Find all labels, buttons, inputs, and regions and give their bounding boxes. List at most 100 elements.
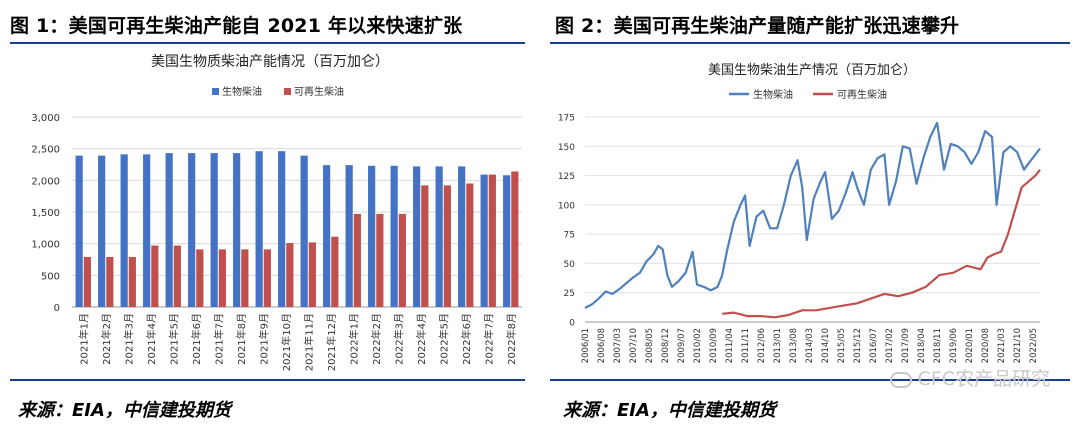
y-tick-label: 2,500 xyxy=(31,145,60,156)
x-tick-label: 2007/10 xyxy=(629,328,639,363)
x-tick-label: 2007/03 xyxy=(613,328,623,363)
y-tick-label: 0 xyxy=(569,319,575,329)
x-tick-label: 2021年4月 xyxy=(145,313,158,365)
x-tick-label: 2013/08 xyxy=(789,328,799,363)
figure-1-bottom-rule xyxy=(10,379,525,381)
bar-renewable xyxy=(466,183,474,307)
y-tick-label: 500 xyxy=(41,271,60,282)
bar-chart: 美国生物质柴油产能情况（百万加仑） 生物柴油 可再生柴油 0 500 1,000 1,500… xyxy=(31,54,522,371)
x-tick-label: 2022年7月 xyxy=(482,313,495,365)
bar-renewable xyxy=(128,256,136,307)
y-tick-label: 0 xyxy=(54,303,60,314)
legend-label-1: 可再生柴油 xyxy=(294,85,344,98)
figure-1-source: 来源：EIA，中信建投期货 xyxy=(18,400,231,421)
bar-renewable xyxy=(353,213,361,307)
bar-biodiesel xyxy=(233,153,241,307)
bar-biodiesel xyxy=(255,151,263,307)
x-tick-label: 2006/01 xyxy=(581,328,591,363)
bar-renewable xyxy=(376,213,384,307)
bar-biodiesel xyxy=(278,151,286,307)
x-tick-label: 2021年7月 xyxy=(212,313,225,365)
legend-label-0: 生物柴油 xyxy=(222,85,262,98)
x-tick-label: 2020/01 xyxy=(965,328,975,363)
x-tick-label: 2022年4月 xyxy=(415,313,428,365)
x-tick-label: 2009/07 xyxy=(677,328,687,363)
x-tick-label: 2021年11月 xyxy=(302,313,315,371)
bar-biodiesel xyxy=(368,165,376,307)
bar-biodiesel xyxy=(300,155,308,307)
bar-biodiesel xyxy=(165,153,173,307)
bar-renewable xyxy=(331,236,339,307)
figure-2-top-rule xyxy=(550,42,1070,44)
x-tick-label: 2021/10 xyxy=(1013,328,1023,363)
legend-label-0: 生物柴油 xyxy=(753,88,793,101)
x-tick-label: 2008/05 xyxy=(645,328,655,363)
bar-biodiesel xyxy=(503,175,511,307)
x-tick-label: 2021/03 xyxy=(997,328,1007,363)
x-tick-label: 2013/01 xyxy=(773,328,783,363)
x-tick-label: 2021年5月 xyxy=(167,313,180,365)
x-tick-label: 2011/11 xyxy=(741,328,751,363)
y-tick-label: 100 xyxy=(558,201,575,211)
x-tick-label: 2014/10 xyxy=(821,328,831,363)
y-tick-label: 1,000 xyxy=(31,240,60,251)
figure-2-title: 图 2：美国可再生柴油产量随产能扩张迅速攀升 xyxy=(555,15,960,37)
figure-2-source: 来源：EIA，中信建投期货 xyxy=(563,400,776,421)
bar-renewable xyxy=(173,245,181,307)
bar-renewable xyxy=(241,249,249,307)
bar-biodiesel xyxy=(480,174,488,307)
bar-biodiesel xyxy=(435,166,443,307)
figure-1-panel: 图 1：美国可再生柴油产能自 2021 年以来快速扩张 美国生物质柴油产能情况（… xyxy=(10,15,525,421)
bar-biodiesel xyxy=(458,166,466,307)
x-tick-label: 2021年6月 xyxy=(190,313,203,365)
legend-swatch-0 xyxy=(212,88,219,95)
bar-renewable xyxy=(421,185,429,307)
x-tick-label: 2022年6月 xyxy=(460,313,473,365)
x-tick-label: 2018/04 xyxy=(917,328,927,363)
watermark-text: CFC农产品研究 xyxy=(917,368,1050,390)
bar-renewable xyxy=(218,249,226,307)
figure-1-top-rule xyxy=(10,42,525,44)
bar-biodiesel xyxy=(143,154,151,307)
bar-renewable xyxy=(286,243,294,307)
y-tick-label: 3,000 xyxy=(31,113,60,124)
series-line-biodiesel xyxy=(584,121,1041,309)
figure-1-title: 图 1：美国可再生柴油产能自 2021 年以来快速扩张 xyxy=(10,15,463,37)
x-tick-label: 2015/12 xyxy=(853,328,863,363)
bar-renewable xyxy=(511,171,519,307)
x-tick-label: 2022年3月 xyxy=(392,313,405,365)
y-tick-label: 2,000 xyxy=(31,176,60,187)
x-tick-label: 2020/08 xyxy=(981,328,991,363)
x-tick-label: 2022年8月 xyxy=(505,313,518,365)
figure-2-panel: 图 2：美国可再生柴油产量随产能扩张迅速攀升 美国生物柴油生产情况（百万加仑） 生… xyxy=(545,0,1080,431)
x-tick-label: 2022/05 xyxy=(1029,328,1039,363)
legend-label-1: 可再生柴油 xyxy=(837,88,887,101)
y-tick-label: 25 xyxy=(564,289,575,299)
x-tick-label: 2010/02 xyxy=(693,328,703,363)
x-tick-label: 2010/09 xyxy=(709,328,719,363)
x-tick-label: 2018/11 xyxy=(933,328,943,363)
y-tick-label: 125 xyxy=(558,172,575,182)
x-tick-label: 2021年3月 xyxy=(122,313,135,365)
bar-biodiesel xyxy=(390,165,398,307)
x-tick-label: 2012/06 xyxy=(757,328,767,363)
chart-title: 美国生物质柴油产能情况（百万加仑） xyxy=(151,54,389,70)
x-tick-label: 2017/09 xyxy=(901,328,911,363)
bar-renewable xyxy=(308,242,316,307)
bar-renewable xyxy=(263,249,271,307)
bar-biodiesel xyxy=(75,155,83,307)
series-line-renewable xyxy=(722,169,1041,319)
bar-biodiesel xyxy=(188,153,196,307)
bar-biodiesel xyxy=(413,166,421,307)
line-chart: 美国生物柴油生产情况（百万加仑） 生物柴油 可再生柴油 0 25 50 75 100 125 15… xyxy=(558,63,1041,363)
x-tick-label: 2021年10月 xyxy=(280,313,293,371)
bar-biodiesel xyxy=(210,153,218,307)
x-tick-label: 2014/03 xyxy=(805,328,815,363)
bar-renewable xyxy=(196,249,204,307)
watermark: CFC农产品研究 xyxy=(889,364,1050,391)
x-tick-label: 2022年2月 xyxy=(370,313,383,365)
bar-biodiesel xyxy=(120,154,128,307)
x-tick-label: 2022年5月 xyxy=(437,313,450,365)
x-tick-label: 2017/02 xyxy=(885,328,895,363)
bar-renewable xyxy=(83,256,91,307)
